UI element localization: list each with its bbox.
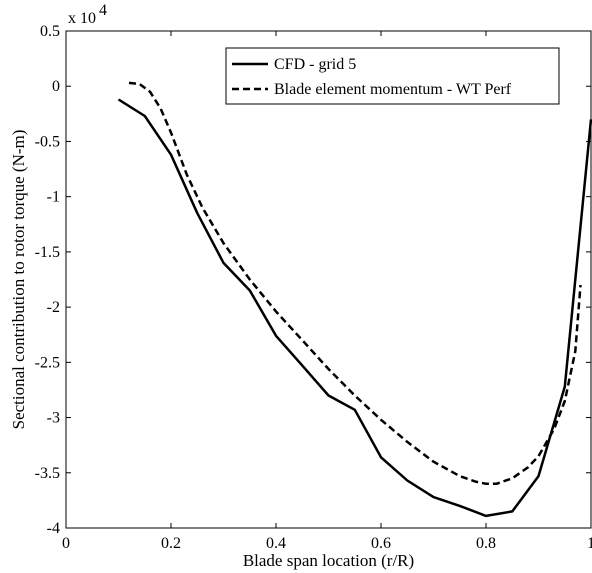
series-line-2 <box>128 81 582 486</box>
y-tick-label: -2.5 <box>35 354 60 371</box>
legend-box <box>225 47 560 105</box>
y-tick-label: -3 <box>47 410 60 427</box>
y-tick-label: -0.5 <box>35 133 60 150</box>
x-tick-label: 0.2 <box>161 535 181 552</box>
y-tick-label: -4 <box>47 520 60 537</box>
x-axis-label: Blade span location (r/R) <box>243 551 414 570</box>
y-tick-label: 0 <box>52 78 60 95</box>
y-multiplier-label: x 10 <box>68 10 96 27</box>
y-multiplier-exponent: 4 <box>99 2 107 19</box>
x-tick-label: 0.6 <box>371 535 391 552</box>
legend: CFD - grid 5 Blade element momentum - WT … <box>225 47 560 105</box>
y-tick-label: -2 <box>47 299 60 316</box>
x-tick-label: 0.4 <box>266 535 286 552</box>
y-tick-label: -1.5 <box>35 244 60 261</box>
x-tick-label: 1 <box>587 535 592 552</box>
y-tick-label: -1 <box>47 189 60 206</box>
axes: 0 0.2 0.4 0.6 0.8 1 0.5 0 -0.5 -1 -1.5 -2 -2.5 -3 -3.5… <box>9 2 592 570</box>
legend-label-1: CFD - grid 5 <box>274 56 356 73</box>
legend-label-2: Blade element momentum - WT Perf <box>274 81 512 98</box>
y-tick-label: 0.5 <box>40 23 60 40</box>
y-axis-label: Sectional contribution to rotor torque (… <box>9 130 28 430</box>
y-tick-label: -3.5 <box>35 465 60 482</box>
plot-frame <box>65 30 592 529</box>
x-tick-label: 0.8 <box>476 535 496 552</box>
x-tick-label: 0 <box>62 535 70 552</box>
series-layer <box>117 81 592 518</box>
series-line-1 <box>117 98 592 518</box>
plot-area <box>65 30 592 529</box>
